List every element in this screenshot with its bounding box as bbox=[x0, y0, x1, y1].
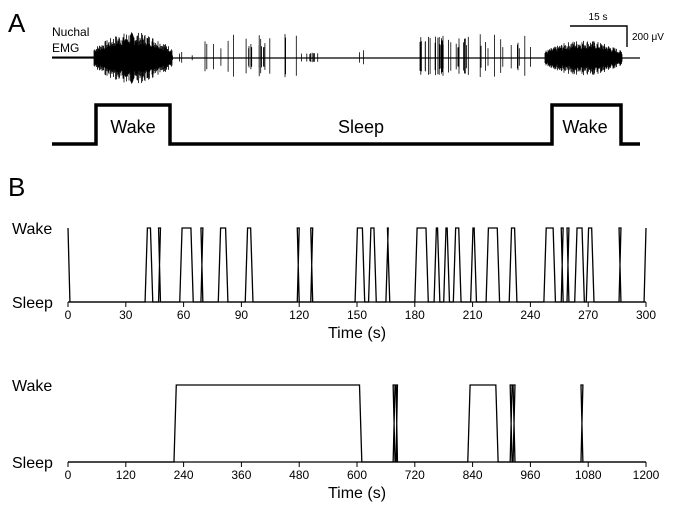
x-tick-label: 600 bbox=[347, 468, 367, 482]
x-tick-label: 1200 bbox=[633, 468, 660, 482]
x-tick-label: 0 bbox=[65, 308, 72, 322]
emg-label-emg: EMG bbox=[52, 41, 79, 55]
emg-label-nuchal: Nuchal bbox=[52, 25, 89, 39]
x-tick-label: 180 bbox=[405, 308, 425, 322]
x-tick-label: 270 bbox=[578, 308, 598, 322]
hypnogram-state-wake-2: Wake bbox=[562, 117, 607, 137]
y-label-wake: Wake bbox=[12, 221, 52, 238]
y-label-sleep: Sleep bbox=[12, 455, 53, 472]
y-label-wake: Wake bbox=[12, 378, 52, 395]
y-label-sleep: Sleep bbox=[12, 295, 53, 312]
hypnogram-state-sleep: Sleep bbox=[338, 117, 384, 137]
x-tick-label: 0 bbox=[65, 468, 72, 482]
panel-a-label: A bbox=[8, 8, 26, 38]
x-tick-label: 120 bbox=[116, 468, 136, 482]
scale-bar bbox=[570, 25, 628, 47]
emg-trace bbox=[52, 32, 640, 84]
x-axis-label: Time (s) bbox=[328, 325, 386, 342]
scale-amplitude-label: 200 μV bbox=[632, 32, 664, 43]
x-tick-label: 1080 bbox=[575, 468, 602, 482]
x-tick-label: 120 bbox=[289, 308, 309, 322]
emg-signal bbox=[93, 32, 623, 84]
x-tick-label: 210 bbox=[463, 308, 483, 322]
panel-b-label: B bbox=[8, 172, 25, 202]
hypnogram-a bbox=[52, 103, 640, 146]
chart-1200s: Wake Sleep 0 120 240 360 480 600 720 840 960 1080 12… bbox=[12, 378, 660, 502]
x-tick-label: 240 bbox=[174, 468, 194, 482]
x-tick-label: 60 bbox=[177, 308, 191, 322]
x-tick-label: 240 bbox=[520, 308, 540, 322]
x-tick-label: 30 bbox=[119, 308, 133, 322]
state-trace bbox=[67, 227, 647, 303]
chart-300s: Wake Sleep 0 30 60 90 120 150 180 210 240 270 300 Tim… bbox=[12, 221, 656, 342]
x-tick-label: 150 bbox=[347, 308, 367, 322]
x-tick-label: 480 bbox=[289, 468, 309, 482]
x-tick-label: 840 bbox=[463, 468, 483, 482]
x-tick-label: 720 bbox=[405, 468, 425, 482]
x-tick-label: 300 bbox=[636, 308, 656, 322]
x-tick-label: 90 bbox=[235, 308, 249, 322]
state-trace bbox=[68, 384, 646, 463]
x-tick-label: 360 bbox=[231, 468, 251, 482]
x-axis-label: Time (s) bbox=[328, 485, 386, 502]
scale-time-label: 15 s bbox=[589, 12, 608, 23]
x-tick-label: 960 bbox=[520, 468, 540, 482]
hypnogram-state-wake-1: Wake bbox=[110, 117, 155, 137]
